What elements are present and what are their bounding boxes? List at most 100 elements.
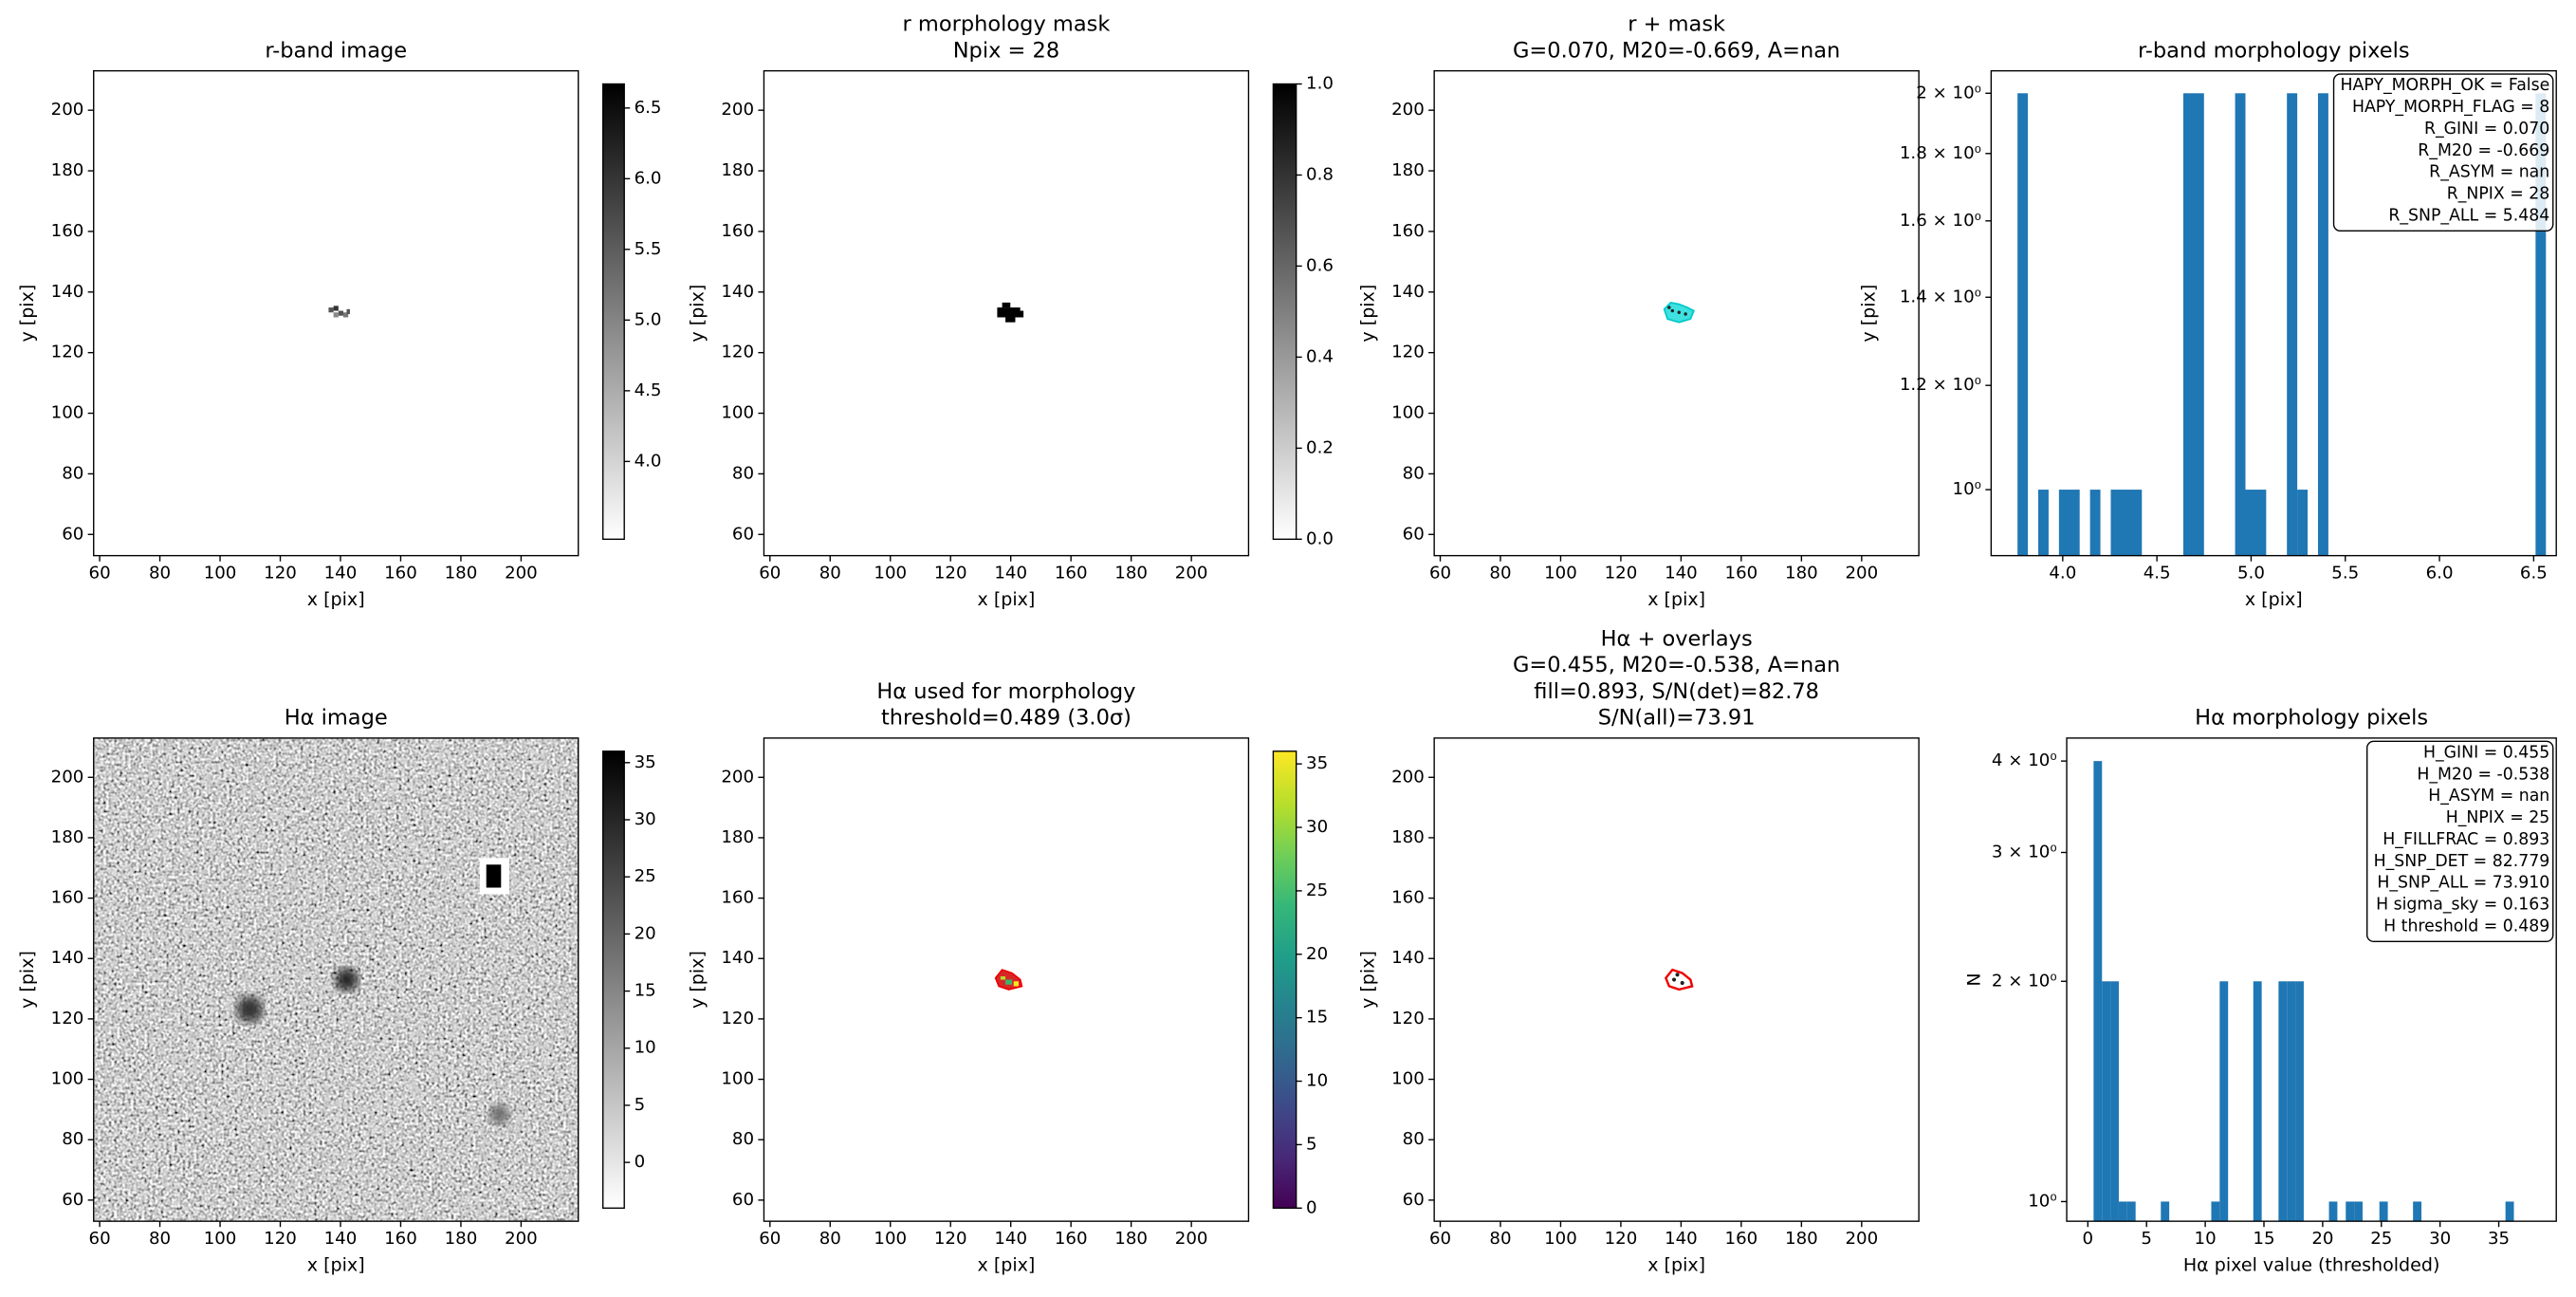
x-tick-label: 200 bbox=[1845, 564, 1878, 584]
annotation-text: H_M20 = -0.538 bbox=[2417, 765, 2549, 784]
y-tick-label: 80 bbox=[732, 1129, 754, 1149]
axes-frame bbox=[2066, 737, 2557, 1222]
bar bbox=[2110, 981, 2119, 1222]
bar bbox=[2110, 490, 2143, 556]
x-tick-label: 30 bbox=[2429, 1229, 2451, 1249]
x-tick-label: 60 bbox=[89, 1229, 111, 1249]
axes-frame bbox=[93, 737, 580, 1222]
y-tick-label: 200 bbox=[721, 100, 754, 120]
x-tick-label: 200 bbox=[505, 1229, 538, 1249]
y-tick-label: 100 bbox=[1391, 1069, 1425, 1089]
x-tick-label: 160 bbox=[1725, 1229, 1758, 1249]
y-tick-label: 160 bbox=[1391, 221, 1425, 241]
colorbar-tick-label: 10 bbox=[635, 1038, 656, 1058]
x-tick-label: 100 bbox=[1544, 564, 1577, 584]
x-tick-label: 140 bbox=[994, 1229, 1027, 1249]
bar bbox=[2211, 1201, 2220, 1222]
colorbar-tick-label: 35 bbox=[635, 752, 656, 772]
colorbar-tick-label: 25 bbox=[1306, 880, 1328, 900]
bar bbox=[2219, 981, 2229, 1222]
bar bbox=[2413, 1201, 2422, 1222]
y-tick-label: 120 bbox=[721, 343, 754, 362]
colorbar-tick-label: 15 bbox=[635, 981, 656, 1001]
y-tick-label: 200 bbox=[1391, 767, 1425, 787]
colorbar bbox=[1272, 750, 1297, 1209]
x-tick-label: 80 bbox=[1489, 564, 1511, 584]
colorbar-tick-label: 20 bbox=[1306, 944, 1328, 964]
bar bbox=[2182, 93, 2204, 556]
y-tick-label: 60 bbox=[1403, 1190, 1425, 1210]
y-tick-label: 80 bbox=[1403, 1129, 1425, 1149]
y-axis-label: y [pix] bbox=[17, 285, 38, 343]
bar bbox=[2287, 981, 2296, 1222]
y-tick-label: 100 bbox=[721, 1069, 754, 1089]
x-tick-label: 5.5 bbox=[2331, 564, 2359, 584]
bar bbox=[2118, 1201, 2127, 1222]
annotation-text: H_SNP_ALL = 73.910 bbox=[2377, 874, 2549, 893]
colorbar-tick-label: 0.6 bbox=[1306, 255, 1334, 275]
x-tick-label: 140 bbox=[1665, 564, 1698, 584]
x-tick-label: 140 bbox=[324, 1229, 358, 1249]
annotation-box bbox=[2332, 73, 2554, 232]
annotation-text: HAPY_MORPH_FLAG = 8 bbox=[2352, 98, 2549, 117]
y-tick-label: 60 bbox=[62, 1190, 83, 1210]
y-tick-label: 120 bbox=[721, 1009, 754, 1028]
y-tick-label: 120 bbox=[1391, 1009, 1425, 1028]
x-tick-label: 100 bbox=[874, 1229, 907, 1249]
y-tick-label: 160 bbox=[51, 888, 84, 908]
x-tick-label: 140 bbox=[324, 564, 358, 584]
annotation-box bbox=[2366, 740, 2554, 943]
bar bbox=[2354, 1201, 2363, 1222]
x-tick-label: 140 bbox=[994, 564, 1027, 584]
colorbar bbox=[602, 83, 625, 541]
x-tick-label: 35 bbox=[2488, 1229, 2510, 1249]
x-tick-label: 4.0 bbox=[2049, 564, 2076, 584]
colorbar-tick-label: 30 bbox=[1306, 817, 1328, 837]
x-tick-label: 0 bbox=[2083, 1229, 2094, 1249]
y-tick-label: 200 bbox=[51, 100, 84, 120]
x-axis-label: x [pix] bbox=[307, 589, 365, 610]
annotation-text: R_M20 = -0.669 bbox=[2418, 141, 2549, 160]
x-tick-label: 120 bbox=[264, 564, 297, 584]
y-axis-label: y [pix] bbox=[1357, 951, 1378, 1009]
y-tick-label: 80 bbox=[62, 1129, 83, 1149]
bar bbox=[2058, 490, 2080, 556]
x-tick-label: 160 bbox=[1055, 564, 1088, 584]
x-axis-label: x [pix] bbox=[1647, 589, 1705, 610]
colorbar-tick-label: 4.5 bbox=[635, 380, 662, 400]
y-tick-label: 100 bbox=[721, 403, 754, 423]
x-tick-label: 60 bbox=[1429, 1229, 1451, 1249]
x-tick-label: 120 bbox=[264, 1229, 297, 1249]
colorbar-tick-label: 25 bbox=[635, 866, 656, 886]
axes-frame bbox=[1433, 69, 1920, 557]
x-tick-label: 80 bbox=[149, 1229, 171, 1249]
x-tick-label: 180 bbox=[1785, 564, 1818, 584]
y-tick-label: 200 bbox=[51, 767, 84, 787]
axes-frame bbox=[763, 69, 1250, 557]
x-tick-label: 160 bbox=[1055, 1229, 1088, 1249]
y-tick-label: 1.6 × 10⁰ bbox=[1900, 211, 1981, 231]
y-tick-label: 160 bbox=[721, 221, 754, 241]
x-tick-label: 100 bbox=[204, 564, 237, 584]
y-tick-label: 160 bbox=[51, 221, 84, 241]
bar bbox=[2346, 1201, 2355, 1222]
y-tick-label: 120 bbox=[51, 343, 84, 362]
y-tick-label: 200 bbox=[721, 767, 754, 787]
annotation-text: H threshold = 0.489 bbox=[2383, 917, 2549, 936]
x-tick-label: 100 bbox=[1544, 1229, 1577, 1249]
y-axis-label: N bbox=[1964, 973, 1985, 986]
ha-threshold-source bbox=[994, 969, 1023, 991]
x-tick-label: 160 bbox=[384, 1229, 417, 1249]
annotation-text: R_GINI = 0.070 bbox=[2424, 120, 2549, 139]
y-tick-label: 140 bbox=[51, 282, 84, 302]
y-tick-label: 100 bbox=[51, 403, 84, 423]
x-axis-label: x [pix] bbox=[307, 1254, 365, 1275]
x-tick-label: 200 bbox=[1845, 1229, 1878, 1249]
colorbar-tick-label: 10 bbox=[1306, 1071, 1328, 1091]
y-tick-label: 1.4 × 10⁰ bbox=[1900, 287, 1981, 306]
annotation-text: H_SNP_DET = 82.779 bbox=[2374, 852, 2550, 871]
y-tick-label: 180 bbox=[51, 160, 84, 180]
y-tick-label: 100 bbox=[1391, 403, 1425, 423]
colorbar-tick-label: 5.0 bbox=[635, 309, 662, 329]
panel-title: r morphology mask bbox=[903, 12, 1111, 37]
